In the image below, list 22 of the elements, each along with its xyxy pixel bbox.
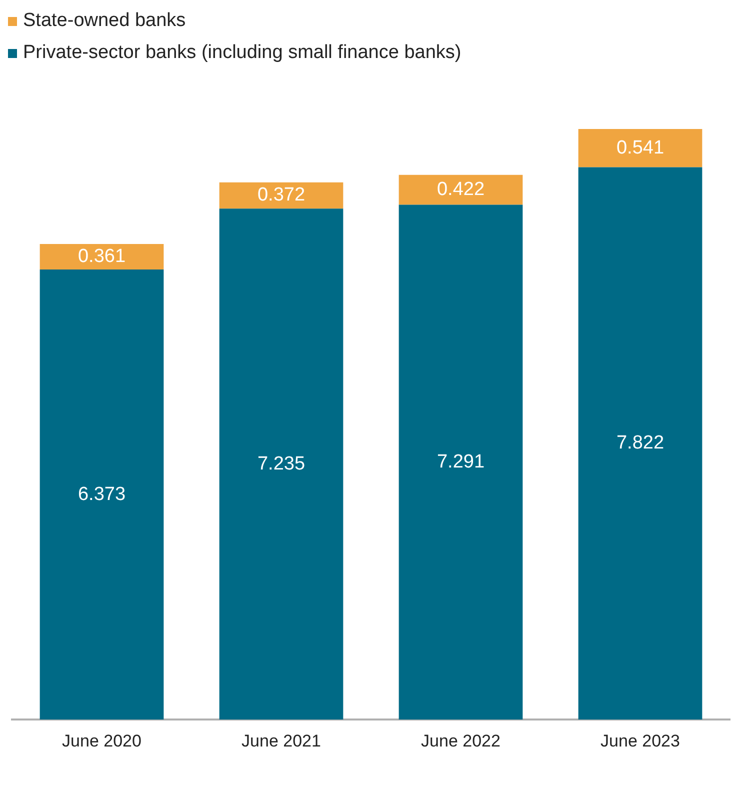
bar: [578, 167, 702, 720]
data-label: 6.373: [78, 484, 126, 505]
bar: [398, 204, 523, 720]
bar: [219, 182, 344, 209]
x-tick-label: June 2021: [242, 731, 321, 750]
bar: [219, 208, 344, 720]
x-tick-label: June 2020: [62, 731, 142, 750]
legend-label: State-owned banks: [23, 10, 186, 32]
bar: [578, 128, 702, 168]
x-tick-label: June 2023: [600, 731, 680, 750]
bar: [398, 174, 523, 205]
x-tick-label: June 2022: [421, 731, 500, 750]
data-label: 0.372: [257, 184, 306, 206]
bar: [40, 244, 164, 270]
data-label: 7.235: [257, 453, 306, 474]
data-label: 0.422: [436, 179, 485, 200]
data-label: 7.291: [436, 451, 485, 472]
bar: [40, 270, 164, 720]
data-label: 7.822: [616, 432, 664, 454]
data-label: 0.541: [616, 137, 664, 158]
legend-label: Private-sector banks (including small finance banks): [23, 42, 462, 64]
data-label: 0.361: [78, 246, 126, 268]
